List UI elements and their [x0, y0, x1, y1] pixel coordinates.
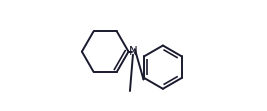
Text: N: N [129, 45, 138, 58]
